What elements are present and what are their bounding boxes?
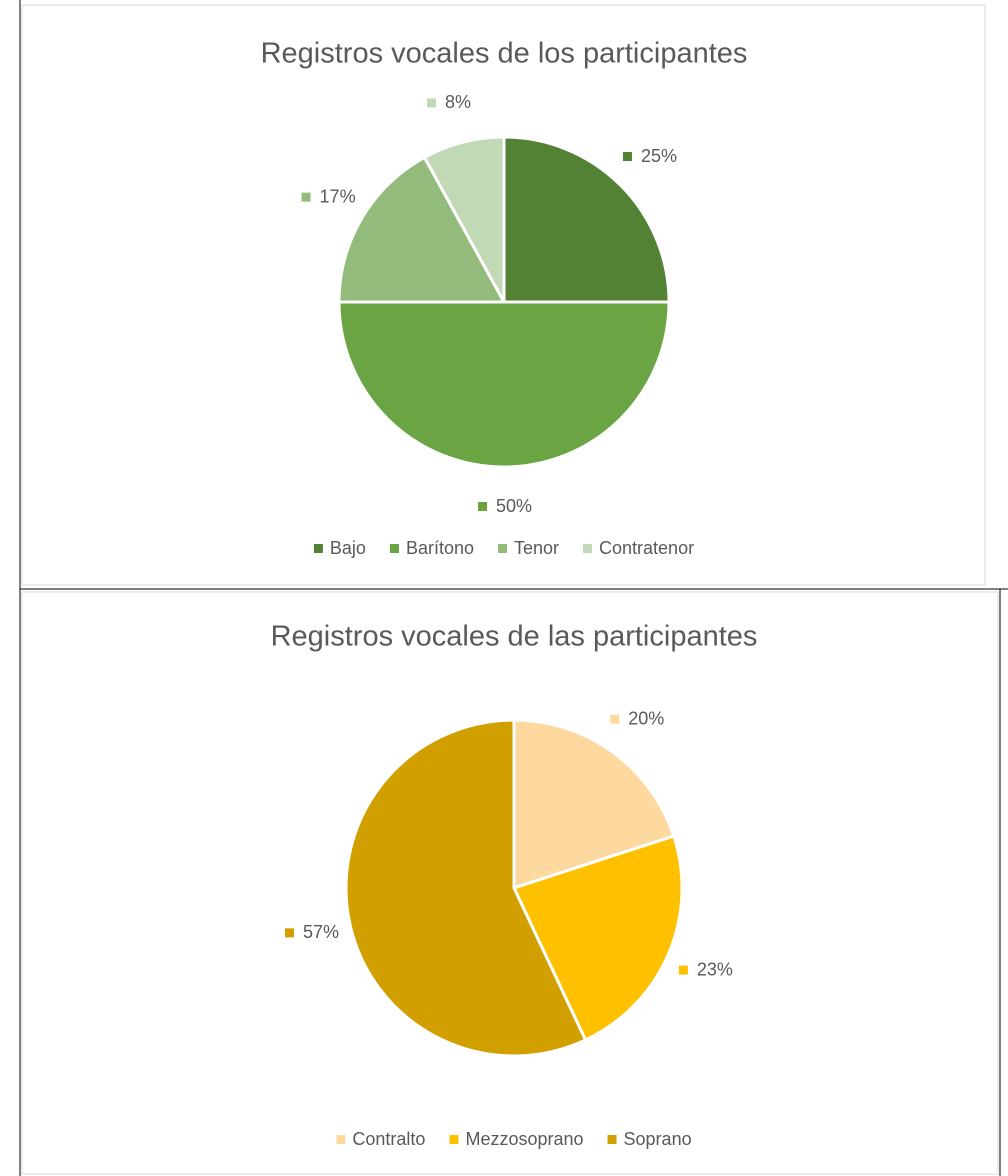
data-label: 57% xyxy=(303,922,339,942)
label-marker xyxy=(301,192,311,202)
pie-slice xyxy=(422,135,506,303)
legend-marker xyxy=(336,1135,346,1144)
label-marker xyxy=(610,714,620,724)
pie-slice xyxy=(511,834,684,1043)
label-marker xyxy=(478,502,487,511)
data-label: 17% xyxy=(320,186,356,206)
legend-label: Barítono xyxy=(406,538,474,558)
data-label: 50% xyxy=(496,496,532,516)
legend-marker xyxy=(313,544,323,553)
pie-slice xyxy=(337,155,507,304)
legend-marker xyxy=(607,1135,617,1144)
legend-marker xyxy=(583,544,593,553)
label-marker xyxy=(622,152,632,162)
label-marker xyxy=(285,928,295,938)
legend-label: Bajo xyxy=(330,538,366,558)
pie-slice xyxy=(502,135,671,304)
pie-slice xyxy=(337,300,671,469)
data-label: 8% xyxy=(445,92,471,112)
pie-slice xyxy=(344,718,588,1058)
chart-title: Registros vocales de las participantes xyxy=(271,621,758,653)
legend-label: Mezzosoprano xyxy=(465,1129,583,1149)
pie-slice xyxy=(512,718,676,891)
data-label: 23% xyxy=(697,959,733,979)
legend-marker xyxy=(497,544,507,553)
label-marker xyxy=(427,98,437,108)
label-marker xyxy=(678,965,688,975)
legend-marker xyxy=(389,544,399,553)
chart-title: Registros vocales de los participantes xyxy=(261,38,748,70)
data-label: 25% xyxy=(641,146,677,166)
legend-label: Contratenor xyxy=(599,538,694,558)
legend-label: Contralto xyxy=(352,1129,425,1149)
legend-label: Tenor xyxy=(514,538,559,558)
legend-marker xyxy=(449,1135,459,1144)
legend-label: Soprano xyxy=(624,1129,692,1149)
data-label: 20% xyxy=(628,708,664,728)
